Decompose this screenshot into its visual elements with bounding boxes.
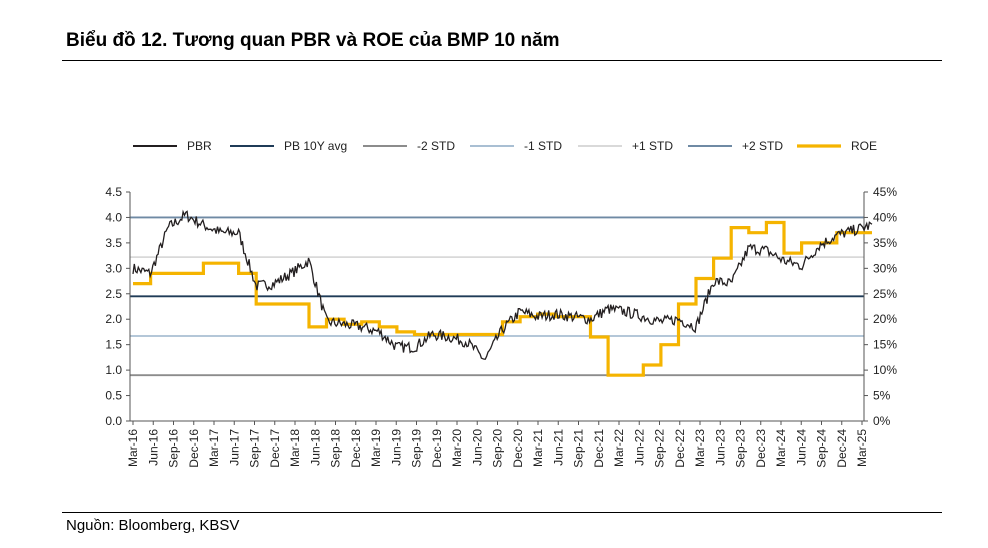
- y-left-tick-label: 3.5: [105, 236, 122, 250]
- legend-label: PB 10Y avg: [284, 139, 347, 153]
- y-left-tick-label: 4.0: [105, 210, 122, 224]
- x-tick-label: Mar-16: [126, 429, 140, 467]
- bottom-divider: [62, 512, 942, 513]
- y-left-tick-label: 3.0: [105, 261, 122, 275]
- y-right-tick-label: 0%: [873, 414, 891, 428]
- y-right-tick-label: 5%: [873, 389, 891, 403]
- y-right-tick-label: 10%: [873, 363, 897, 377]
- x-tick-label: Jun-17: [227, 429, 241, 466]
- x-tick-label: Mar-25: [855, 429, 869, 467]
- x-tick-label: Dec-20: [511, 429, 525, 468]
- x-tick-label: Mar-19: [369, 429, 383, 467]
- legend-label: +1 STD: [632, 139, 673, 153]
- x-tick-label: Dec-19: [430, 429, 444, 468]
- top-divider: [62, 60, 942, 61]
- y-right-tick-label: 35%: [873, 236, 897, 250]
- x-tick-label: Mar-18: [288, 429, 302, 467]
- y-left-tick-label: 0.0: [105, 414, 122, 428]
- x-tick-label: Jun-19: [389, 429, 403, 466]
- y-right-tick-label: 45%: [873, 185, 897, 199]
- x-tick-label: Mar-21: [531, 429, 545, 467]
- x-tick-label: Mar-22: [612, 429, 626, 467]
- x-tick-label: Dec-23: [754, 429, 768, 468]
- legend-label: -2 STD: [417, 139, 455, 153]
- y-left-tick-label: 1.0: [105, 363, 122, 377]
- legend-label: ROE: [851, 139, 877, 153]
- y-left-tick-label: 0.5: [105, 389, 122, 403]
- series-layer: [132, 209, 873, 377]
- x-tick-label: Mar-17: [207, 429, 221, 467]
- x-tick-label: Dec-17: [268, 429, 282, 468]
- x-tick-label: Mar-20: [450, 429, 464, 467]
- x-tick-label: Jun-24: [794, 429, 808, 466]
- legend: PBR PB 10Y avg -2 STD -1 STD +1 STD +2 STD ROE: [133, 139, 877, 153]
- legend-label: +2 STD: [742, 139, 783, 153]
- y-left-tick-label: 1.5: [105, 338, 122, 352]
- pbr-line: [132, 209, 873, 360]
- x-tick-label: Sep-21: [572, 429, 586, 468]
- x-tick-label: Dec-18: [349, 429, 363, 468]
- x-tick-label: Jun-20: [470, 429, 484, 466]
- x-tick-label: Mar-23: [693, 429, 707, 467]
- y-right-tick-label: 20%: [873, 312, 897, 326]
- x-tick-label: Sep-17: [248, 429, 262, 468]
- x-tick-label: Jun-23: [713, 429, 727, 466]
- x-tick-label: Jun-21: [551, 429, 565, 466]
- x-tick-label: Jun-22: [632, 429, 646, 466]
- x-tick-label: Jun-18: [308, 429, 322, 466]
- y-right-tick-label: 15%: [873, 338, 897, 352]
- x-tick-label: Dec-16: [187, 429, 201, 468]
- x-tick-label: Sep-24: [815, 429, 829, 468]
- y-left-tick-label: 2.0: [105, 312, 122, 326]
- legend-label: PBR: [187, 139, 212, 153]
- y-right-tick-label: 40%: [873, 210, 897, 224]
- x-tick-label: Dec-22: [673, 429, 687, 468]
- x-tick-label: Sep-22: [653, 429, 667, 468]
- x-tick-label: Jun-16: [146, 429, 160, 466]
- chart-title: Biểu đồ 12. Tương quan PBR và ROE của BM…: [66, 30, 560, 51]
- y-right-tick-label: 30%: [873, 261, 897, 275]
- reference-lines: [130, 216, 864, 377]
- x-tick-label: Sep-19: [410, 429, 424, 468]
- axes: 0.0 0.5 1.0 1.5 2.0 2.5 3.0 3.5 4.0 4.5 0% 5% 10% 15%…: [105, 185, 897, 468]
- source-note: Nguồn: Bloomberg, KBSV: [66, 517, 240, 534]
- y-left-tick-label: 2.5: [105, 287, 122, 301]
- x-tick-label: Sep-23: [734, 429, 748, 468]
- x-tick-label: Dec-24: [835, 429, 849, 468]
- x-tick-label: Sep-20: [491, 429, 505, 468]
- y-right-tick-label: 25%: [873, 287, 897, 301]
- x-tick-label: Mar-24: [774, 429, 788, 467]
- roe-line: [133, 220, 872, 377]
- y-left-tick-label: 4.5: [105, 185, 122, 199]
- x-tick-label: Sep-18: [329, 429, 343, 468]
- legend-label: -1 STD: [524, 139, 562, 153]
- x-tick-label: Sep-16: [167, 429, 181, 468]
- x-tick-label: Dec-21: [592, 429, 606, 468]
